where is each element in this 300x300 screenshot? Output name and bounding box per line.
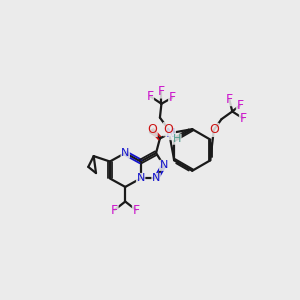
Text: N: N: [166, 127, 175, 140]
Text: F: F: [158, 85, 165, 98]
Text: N: N: [121, 148, 129, 158]
Text: F: F: [169, 91, 176, 104]
Text: F: F: [146, 90, 154, 103]
Text: F: F: [111, 203, 118, 217]
Text: F: F: [226, 93, 233, 106]
Text: O: O: [209, 123, 219, 136]
Text: N: N: [152, 173, 160, 184]
Text: F: F: [236, 99, 244, 112]
Text: N: N: [136, 173, 145, 184]
Text: N: N: [160, 160, 168, 170]
Text: F: F: [239, 112, 247, 125]
Text: H: H: [173, 134, 181, 144]
Text: F: F: [133, 203, 140, 217]
Text: O: O: [164, 123, 173, 136]
Text: O: O: [147, 123, 157, 136]
